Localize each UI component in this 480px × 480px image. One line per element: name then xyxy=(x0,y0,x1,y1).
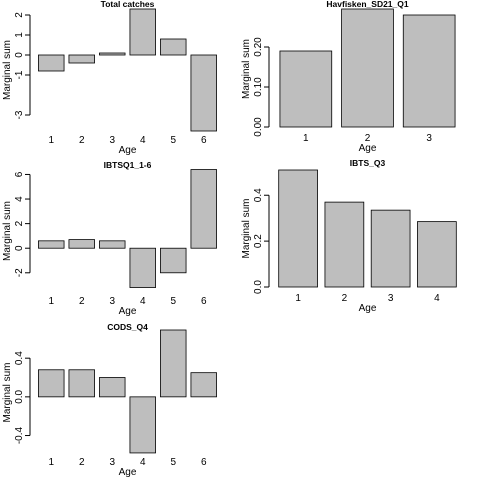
bar-age-3 xyxy=(402,14,456,128)
y-tick-label: 2 xyxy=(14,220,25,226)
bar-age-5 xyxy=(160,329,187,398)
y-tick-label: -3 xyxy=(14,110,25,119)
bar-age-2 xyxy=(341,8,394,128)
bar-age-2 xyxy=(68,369,95,398)
y-tick-label: 0.20 xyxy=(253,37,264,57)
bar-age-6 xyxy=(190,169,217,249)
x-tick-label: 1 xyxy=(295,293,301,304)
panel-title: CODS_Q4 xyxy=(107,322,148,332)
chart-panel-3: IBTSQ1_1-6 -2 0 2 4 6 Marginal sum 1 2 3 4 5 6 Age xyxy=(2,160,217,317)
bar-age-3 xyxy=(370,209,411,288)
x-tick-label: 4 xyxy=(140,296,146,307)
y-tick-label: 0 xyxy=(14,245,25,251)
bar-age-2 xyxy=(68,54,95,64)
y-tick-label: 0 xyxy=(14,52,25,58)
x-tick-label: 4 xyxy=(434,293,440,304)
x-tick-label: 5 xyxy=(170,296,176,307)
bar-age-5 xyxy=(160,247,187,274)
y-axis-label: Marginal sum xyxy=(241,39,252,99)
bar-age-4 xyxy=(129,8,156,56)
x-tick-label: 6 xyxy=(201,296,207,307)
y-axis-label: Marginal sum xyxy=(241,198,252,258)
bar-age-1 xyxy=(38,54,65,72)
x-tick-label: 2 xyxy=(79,296,85,307)
panel-title: IBTSQ1_1-6 xyxy=(104,160,152,170)
y-tick-label: 0.4 xyxy=(253,188,264,202)
x-tick-label: 1 xyxy=(48,296,54,307)
bar-age-6 xyxy=(190,372,217,398)
panel-title: IBTS_Q3 xyxy=(350,158,386,168)
x-tick-label: 1 xyxy=(48,457,54,468)
x-tick-label: 2 xyxy=(79,457,85,468)
bar-age-2 xyxy=(68,239,95,249)
x-tick-label: 1 xyxy=(48,135,54,146)
x-tick-label: 6 xyxy=(201,135,207,146)
y-tick-label: -2 xyxy=(14,268,25,277)
y-tick-label: 0.4 xyxy=(14,351,25,365)
x-tick-label: 4 xyxy=(140,135,146,146)
y-tick-label: 1 xyxy=(14,32,25,38)
bar-age-1 xyxy=(38,240,65,249)
y-tick-label: 0.0 xyxy=(253,280,264,294)
y-tick-label: 0.10 xyxy=(253,77,264,97)
y-tick-label: 4 xyxy=(14,196,25,202)
bar-age-4 xyxy=(129,247,156,288)
x-tick-label: 5 xyxy=(170,135,176,146)
x-axis-label: Age xyxy=(119,467,137,478)
x-tick-label: 4 xyxy=(140,457,146,468)
x-axis-label: Age xyxy=(359,303,377,314)
x-axis-label: Age xyxy=(359,143,377,154)
x-tick-label: 3 xyxy=(109,296,115,307)
y-axis-label: Marginal sum xyxy=(2,362,13,422)
bar-age-5 xyxy=(160,38,187,56)
bar-age-1 xyxy=(279,50,333,128)
x-axis-label: Age xyxy=(119,145,137,156)
y-tick-label: 6 xyxy=(14,171,25,177)
bar-age-1 xyxy=(38,369,65,398)
x-tick-label: 2 xyxy=(365,133,371,144)
bar-age-6 xyxy=(190,54,217,132)
bar-age-3 xyxy=(99,377,126,398)
y-tick-label: 0.0 xyxy=(14,389,25,403)
bar-age-3 xyxy=(99,52,126,56)
y-tick-label: -0.4 xyxy=(14,426,25,444)
y-tick-label: 0.2 xyxy=(253,234,264,248)
x-tick-label: 3 xyxy=(426,133,432,144)
bar-age-4 xyxy=(129,396,156,454)
x-tick-label: 3 xyxy=(388,293,394,304)
x-tick-label: 1 xyxy=(303,133,309,144)
y-tick-label: -1 xyxy=(14,70,25,79)
bar-age-4 xyxy=(417,221,457,288)
bar-age-3 xyxy=(99,240,126,249)
y-tick-label: 0.00 xyxy=(253,117,264,137)
x-tick-label: 6 xyxy=(201,457,207,468)
x-tick-label: 2 xyxy=(79,135,85,146)
bar-age-1 xyxy=(278,169,318,288)
x-tick-label: 3 xyxy=(109,457,115,468)
x-tick-label: 5 xyxy=(170,457,176,468)
y-axis-label: Marginal sum xyxy=(2,201,13,261)
x-axis-label: Age xyxy=(119,306,137,317)
x-tick-label: 3 xyxy=(109,135,115,146)
panel-title: Total catches xyxy=(101,0,155,9)
panel-title: Havfisken_SD21_Q1 xyxy=(326,0,408,9)
x-tick-label: 2 xyxy=(342,293,348,304)
y-tick-label: 2 xyxy=(14,12,25,18)
y-axis-label: Marginal sum xyxy=(2,40,13,100)
bar-age-2 xyxy=(324,201,365,288)
